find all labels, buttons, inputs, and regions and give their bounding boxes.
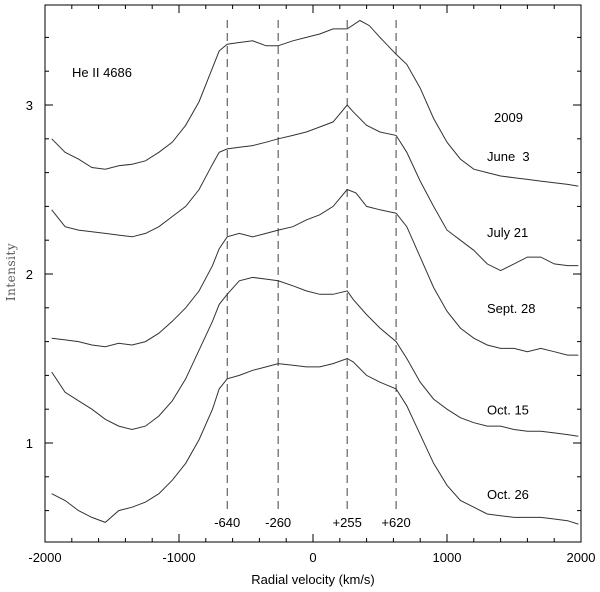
x-tick-label: 1000 (433, 550, 462, 565)
velocity-markers: -640 -260 +255 +620 (214, 20, 411, 530)
series-label: Oct. 15 (487, 402, 529, 417)
x-axis-label: Radial velocity (km/s) (251, 572, 375, 587)
series-line (51, 188, 579, 356)
x-tick-label: 0 (309, 550, 316, 565)
series-label: Oct. 26 (487, 487, 529, 502)
series-group (51, 19, 579, 525)
y-tick-label: 1 (26, 436, 33, 451)
series-labels: June 3 July 21 Sept. 28 Oct. 15 Oct. 26 (487, 149, 535, 502)
velocity-marker-label: +255 (333, 515, 362, 530)
series-line (51, 276, 579, 437)
y-tick-label: 2 (26, 267, 33, 282)
velocity-marker-label: -640 (214, 515, 240, 530)
series-label: Sept. 28 (487, 301, 535, 316)
x-tick-label: -2000 (28, 550, 61, 565)
axis-ticks: -2000 -1000 0 1000 2000 1 2 3 (26, 5, 596, 565)
year-label: 2009 (494, 110, 523, 125)
series-label: July 21 (487, 225, 528, 240)
velocity-marker-label: -260 (265, 515, 291, 530)
series-line (51, 19, 579, 187)
x-tick-label: 2000 (567, 550, 596, 565)
series-line (51, 104, 579, 272)
series-line (51, 357, 579, 525)
y-axis-label: Intensity (4, 243, 18, 301)
series-label: June 3 (487, 149, 530, 164)
x-tick-label: -1000 (162, 550, 195, 565)
plot-frame (44, 4, 582, 543)
y-tick-label: 3 (26, 98, 33, 113)
chart-title: He II 4686 (72, 65, 132, 80)
velocity-marker-label: +620 (381, 515, 410, 530)
